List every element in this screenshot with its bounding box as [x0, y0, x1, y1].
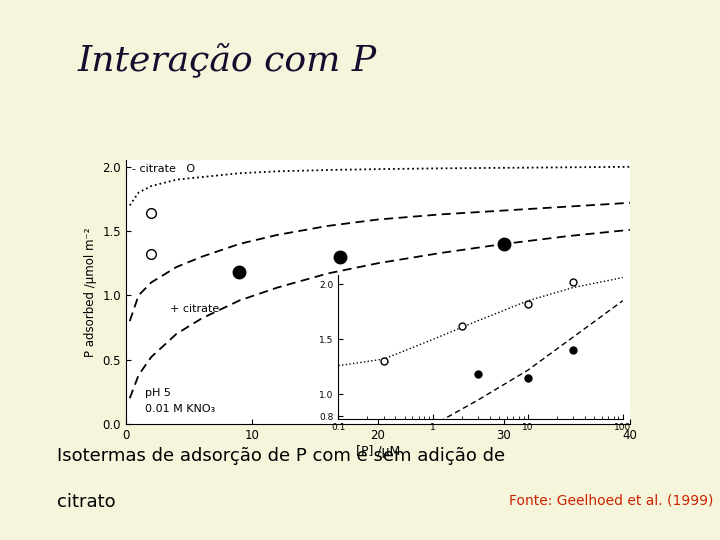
Text: - citrate   O: - citrate O — [132, 164, 195, 174]
Text: pH 5: pH 5 — [145, 388, 171, 397]
Y-axis label: P adsorbed /μmol m⁻²: P adsorbed /μmol m⁻² — [84, 227, 97, 357]
Text: + citrate: + citrate — [170, 304, 220, 314]
Text: Fonte: Geelhoed et al. (1999): Fonte: Geelhoed et al. (1999) — [509, 494, 714, 507]
X-axis label: [P] /μM: [P] /μM — [356, 444, 400, 457]
Text: Isotermas de adsorção de P com e sem adição de: Isotermas de adsorção de P com e sem adi… — [57, 447, 505, 465]
Text: citrato: citrato — [57, 494, 116, 511]
Text: Interação com P: Interação com P — [77, 42, 377, 77]
Text: 0.01 M KNO₃: 0.01 M KNO₃ — [145, 404, 215, 414]
